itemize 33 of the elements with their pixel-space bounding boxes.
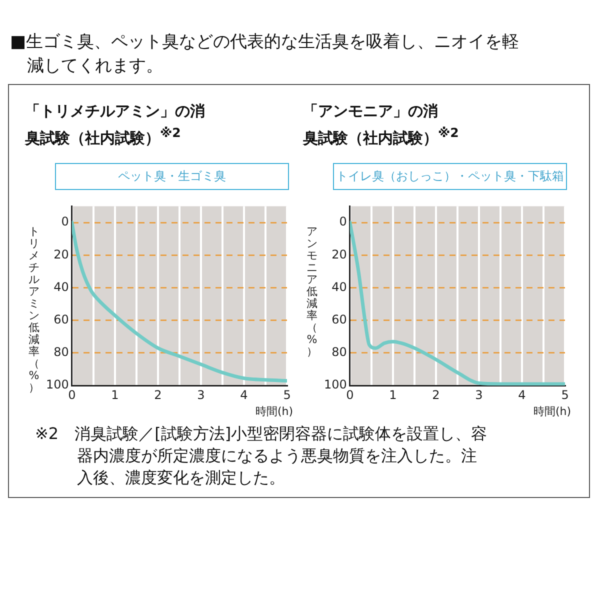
x-tick-label: 4 (518, 388, 526, 402)
y-tick-label: 20 (332, 247, 347, 262)
x-tick-label: 5 (283, 388, 291, 402)
y-tick-label: 80 (54, 345, 69, 360)
x-tick-label: 4 (240, 388, 248, 402)
chart-subtitle: トイレ臭（おしっこ）・ペット臭・下駄箱 (333, 163, 567, 190)
text: ■生ゴミ臭、ペット臭などの代表的な生活臭を吸着し、ニオイを軽減してくれます。 (10, 31, 520, 78)
x-tick-label: 2 (154, 388, 162, 402)
y-tick-label: 20 (54, 247, 69, 262)
y-tick-label: 80 (332, 345, 347, 360)
x-tick-label: 2 (432, 388, 440, 402)
x-tick-label: 5 (561, 388, 569, 402)
y-tick-label: 100 (46, 378, 69, 392)
y-tick-label: 0 (61, 214, 69, 229)
x-tick-label: 1 (111, 388, 119, 402)
y-tick-label: 60 (332, 312, 347, 326)
text: トリメチルアミン低減率（%） (28, 225, 40, 394)
text: アンモニア低減率（%） (306, 225, 318, 358)
chart-subtitle: ペット臭・生ゴミ臭 (55, 163, 289, 190)
y-tick-label: 40 (54, 280, 69, 294)
y-tick-label: 40 (332, 280, 347, 294)
text: ※2 消臭試験／[試験方法]小型密閉容器に試験体を設置し、容器内濃度が所定濃度になるよう悪臭物質を注入した。注入後、濃度変化を測定した。 (35, 423, 488, 489)
line-series (72, 220, 287, 382)
x-tick-label: 3 (475, 388, 483, 402)
y-tick-label: 60 (54, 312, 69, 326)
chart-title: 「トリメチルアミン」の消臭試験（社内試験）$^{※2}$ (25, 102, 205, 147)
x-axis-title: 時間(h) (254, 404, 294, 419)
y-tick-label: 100 (324, 378, 347, 392)
x-tick-label: 3 (197, 388, 205, 402)
chart-title: 「アンモニア」の消臭試験（社内試験）$^{※2}$ (303, 102, 459, 147)
x-axis-title: 時間(h) (532, 404, 572, 419)
y-tick-label: 0 (339, 214, 347, 229)
x-tick-label: 1 (389, 388, 397, 402)
